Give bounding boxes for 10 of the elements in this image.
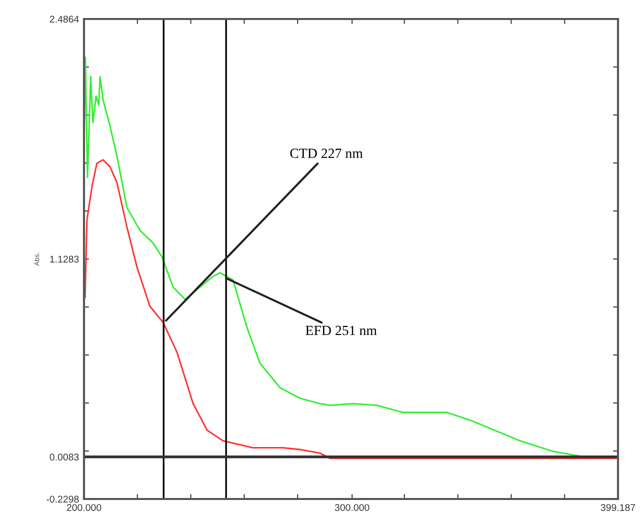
- annotation: EFD 251 nm: [306, 326, 377, 336]
- x-tick-label: 399.187: [600, 504, 636, 511]
- line-series: [84, 158, 618, 460]
- x-tick-label: 200.000: [66, 504, 102, 511]
- y-tick-label: 0.0083: [50, 454, 79, 461]
- x-tick-label: 300.000: [334, 504, 370, 511]
- y-tick-label: -0.2298: [46, 496, 79, 503]
- y-tick-label: 1.1283: [50, 256, 79, 263]
- annotation: CTD 227 nm: [290, 148, 363, 158]
- y-tick-label: 2.4864: [50, 16, 79, 23]
